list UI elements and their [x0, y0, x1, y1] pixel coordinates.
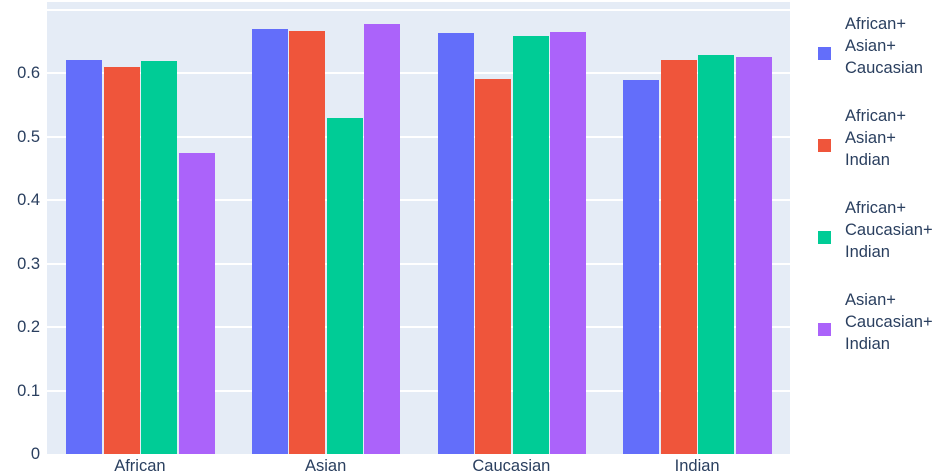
legend-label: African+ Asian+ Caucasian: [845, 15, 923, 77]
legend-item-3[interactable]: African+ Caucasian+ Indian: [818, 197, 952, 263]
legend-swatch-icon: [818, 231, 831, 244]
y-tick-label: 0.3: [17, 254, 40, 273]
legend-item-4[interactable]: Asian+ Caucasian+ Indian: [818, 289, 952, 355]
gridline: [47, 262, 790, 265]
bar-caucasian-series1[interactable]: [437, 33, 474, 454]
gridline: [47, 8, 790, 11]
y-tick-label: 0.6: [17, 64, 40, 83]
legend-swatch-icon: [818, 47, 831, 60]
bar-caucasian-series2[interactable]: [475, 79, 511, 454]
bar-african-series2[interactable]: [103, 66, 140, 454]
x-tick-label-indian: Indian: [674, 457, 720, 475]
y-tick-label: 0.5: [17, 127, 40, 146]
gridline: [47, 135, 790, 138]
gridline: [47, 199, 790, 202]
legend-swatch-icon: [818, 139, 831, 152]
y-tick-label: 0.2: [17, 318, 40, 337]
legend-swatch-icon: [818, 323, 831, 336]
bar-indian-series4[interactable]: [735, 57, 772, 454]
y-tick-label: 0.1: [17, 381, 40, 400]
legend-item-1[interactable]: African+ Asian+ Caucasian: [818, 13, 952, 79]
gridline: [47, 326, 790, 329]
bar-caucasian-series4[interactable]: [550, 31, 586, 454]
y-tick-label: 0.4: [17, 191, 40, 210]
bar-asian-series4[interactable]: [364, 24, 401, 454]
bar-asian-series1[interactable]: [251, 28, 288, 454]
y-tick-label: 0: [30, 445, 40, 463]
legend-label: Asian+ Caucasian+ Indian: [845, 291, 933, 353]
x-tick-label-caucasian: Caucasian: [472, 457, 551, 475]
x-tick-label-asian: Asian: [304, 457, 347, 475]
bar-asian-series3[interactable]: [326, 117, 363, 454]
bar-indian-series3[interactable]: [698, 55, 735, 454]
legend-item-2[interactable]: African+ Asian+ Indian: [818, 105, 952, 171]
bar-african-series1[interactable]: [66, 60, 102, 454]
bar-indian-series2[interactable]: [660, 60, 697, 454]
bar-african-series3[interactable]: [141, 61, 177, 454]
x-tick-label-african: African: [114, 457, 166, 475]
gridline: [47, 72, 790, 75]
bar-indian-series1[interactable]: [623, 80, 660, 454]
bar-caucasian-series3[interactable]: [512, 36, 549, 454]
bar-african-series4[interactable]: [178, 153, 215, 454]
legend-label: African+ Caucasian+ Indian: [845, 199, 933, 261]
legend-label: African+ Asian+ Indian: [845, 107, 906, 169]
plot-area: [47, 2, 790, 454]
gridline: [47, 389, 790, 392]
legend: African+ Asian+ Caucasian African+ Asian+…: [818, 13, 952, 381]
bar-asian-series2[interactable]: [289, 30, 326, 454]
